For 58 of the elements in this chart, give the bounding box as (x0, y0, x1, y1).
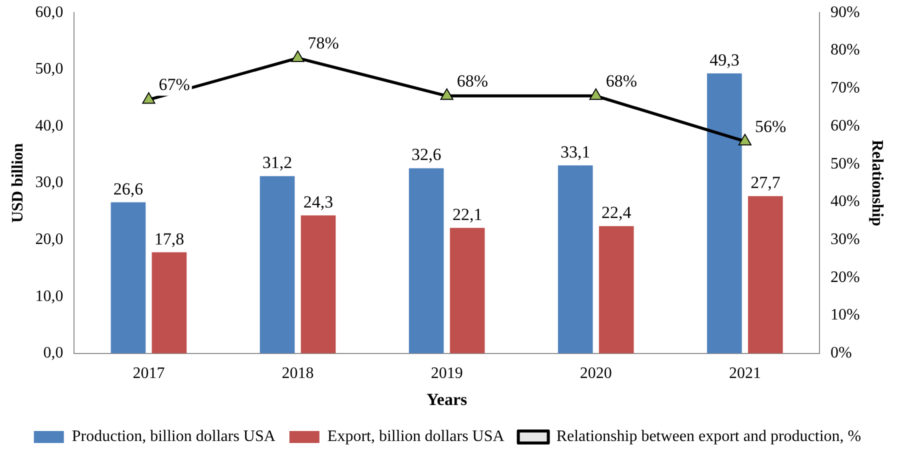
x-axis-title: Years (426, 390, 468, 410)
bar (748, 196, 783, 354)
data-label: 67% (158, 75, 190, 94)
data-label: 26,6 (113, 179, 144, 198)
bar (450, 228, 485, 354)
bar (598, 226, 634, 354)
y-tick-label: 20,0 (35, 231, 64, 248)
data-label: 78% (308, 34, 339, 53)
data-label: 31,2 (262, 153, 292, 172)
bar (110, 202, 146, 354)
legend-label: Export, billion dollars USA (327, 428, 505, 446)
y2-tick-label: 80% (830, 42, 860, 59)
data-label: 24,3 (303, 192, 334, 212)
y2-tick-label: 90% (830, 4, 860, 21)
x-tick-label: 2020 (580, 365, 612, 382)
y-tick-label: 30,0 (35, 174, 64, 192)
data-label: 56% (754, 116, 786, 136)
y-tick-label: 40,0 (35, 117, 64, 134)
bar (300, 215, 336, 354)
point (142, 92, 156, 104)
bar (558, 165, 593, 354)
y2-tick-label: 60% (830, 117, 860, 134)
x-tick-label: 2018 (282, 365, 314, 382)
point (291, 50, 304, 62)
y2-tick-label: 30% (830, 231, 860, 248)
x-tick-label: 2021 (728, 365, 761, 382)
x-tick-label: 2019 (430, 365, 463, 382)
bar (260, 176, 295, 354)
y2-tick-label: 10% (830, 306, 860, 324)
y-tick-label: 10,0 (35, 288, 64, 305)
data-label: 17,8 (154, 229, 184, 248)
data-label: 49,3 (710, 50, 740, 70)
y2-axis-title: Relationship (868, 140, 886, 226)
data-label: 27,7 (750, 173, 781, 192)
y2-tick-label: 50% (830, 155, 860, 172)
y-axis-title: USD billion (10, 143, 27, 223)
y2-tick-label: 40% (830, 193, 860, 210)
y-tick-label: 50,0 (35, 60, 64, 78)
x-tick-label: 2017 (132, 365, 165, 382)
y-tick-label: 0,0 (43, 344, 64, 362)
bar (707, 73, 742, 354)
point (738, 134, 752, 146)
data-label: 68% (456, 71, 488, 90)
data-label: 68% (606, 71, 638, 90)
point (440, 88, 454, 100)
y2-tick-label: 20% (830, 268, 860, 286)
bar (152, 252, 187, 354)
data-label: 22,4 (602, 203, 632, 222)
y2-tick-label: 0% (830, 344, 852, 362)
data-label: 32,6 (411, 145, 442, 164)
y2-tick-label: 70% (830, 80, 860, 97)
legend-label: Production, billion dollars USA (72, 428, 276, 446)
point (589, 88, 602, 100)
bar (408, 168, 444, 354)
y-tick-label: 60,0 (35, 4, 64, 21)
data-label: 22,1 (452, 204, 482, 224)
data-label: 33,1 (560, 142, 590, 162)
legend-label: Relationship between export and production, % (556, 428, 862, 446)
